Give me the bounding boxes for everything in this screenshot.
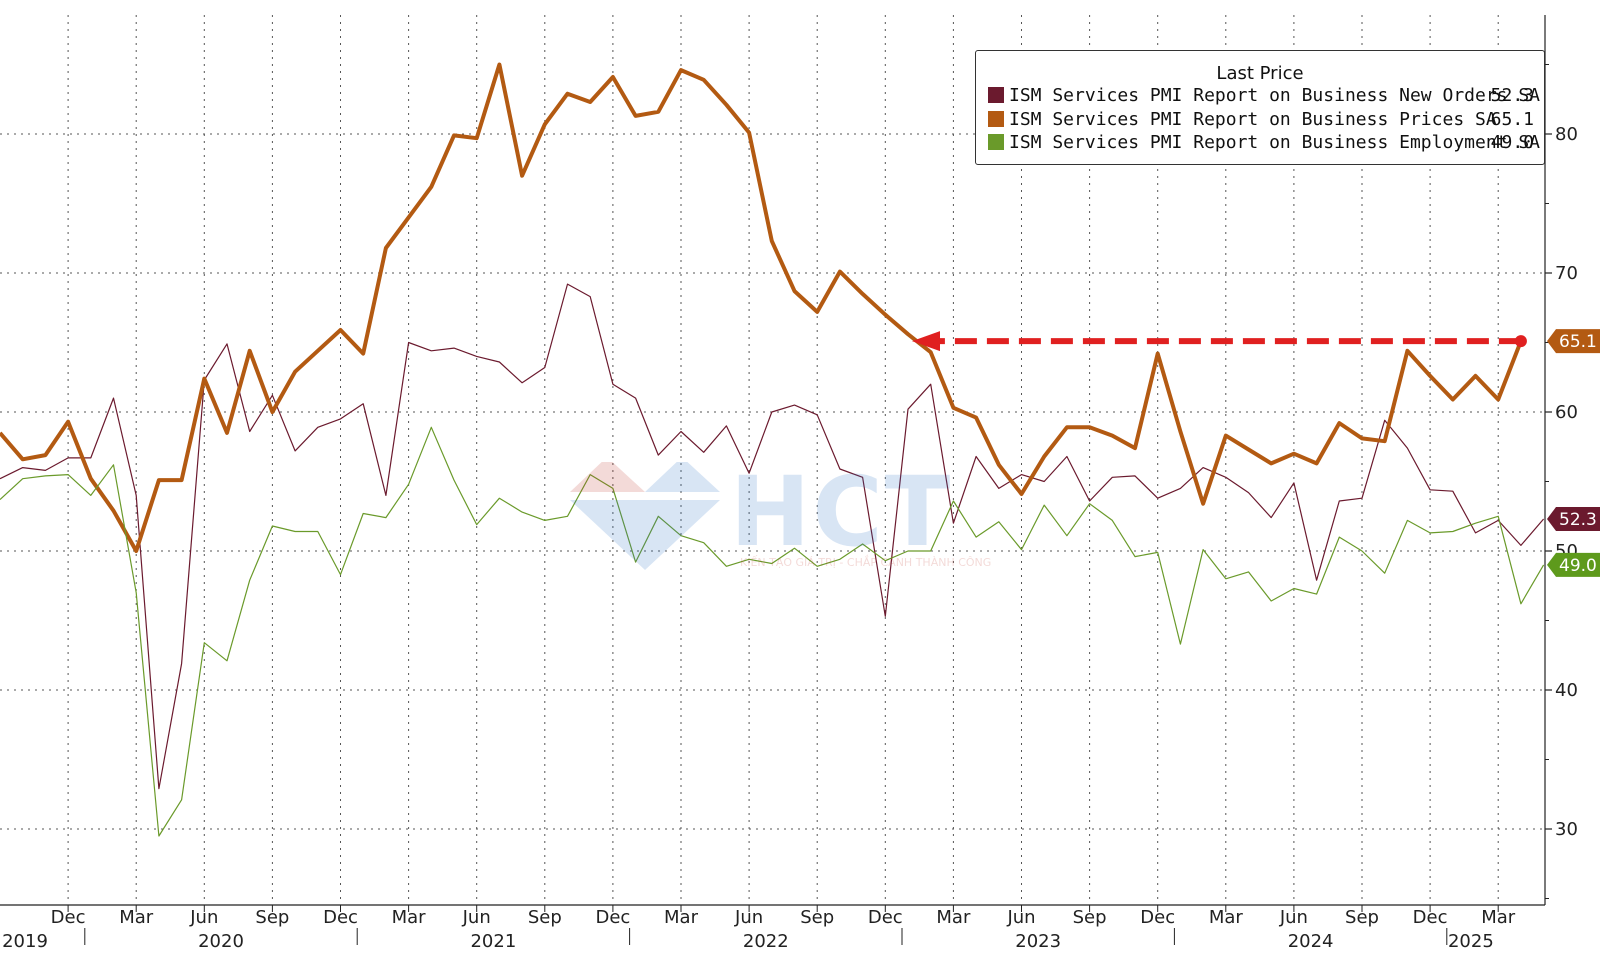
x-tick-label: Mar: [936, 907, 971, 928]
x-tick-label: Jun: [1006, 907, 1035, 928]
x-tick-label: Mar: [664, 907, 699, 928]
x-year-label: 2023: [1015, 931, 1061, 952]
x-year-label: 2025: [1448, 931, 1494, 952]
legend-swatch-new-orders: [988, 87, 1004, 103]
x-tick-label: Mar: [1481, 907, 1516, 928]
last-value-tag-label: 52.3: [1559, 510, 1597, 530]
last-value-tag: [1547, 329, 1600, 354]
x-tick-label: Dec: [595, 907, 630, 928]
x-tick-label: Dec: [868, 907, 903, 928]
x-tick-label: Jun: [189, 907, 218, 928]
legend-swatch-prices: [988, 110, 1004, 127]
x-tick-label: Dec: [1413, 907, 1448, 928]
x-year-label: 2019: [2, 931, 48, 952]
x-year-label: 2020: [198, 931, 244, 952]
y-tick-label: 30: [1555, 819, 1578, 840]
legend-entry-prices: ISM Services PMI Report on Business Pric…: [976, 108, 1544, 132]
legend-label-new-orders: ISM Services PMI Report on Business New …: [1009, 85, 1541, 106]
x-year-label: 2021: [470, 931, 516, 952]
x-tick-label: Jun: [1279, 907, 1308, 928]
legend: Last Price ISM Services PMI Report on Bu…: [975, 50, 1545, 165]
x-tick-label: Sep: [1345, 907, 1379, 928]
y-tick-label: 60: [1555, 402, 1578, 423]
x-tick-label: Dec: [51, 907, 86, 928]
legend-value-prices: 65.1: [1490, 108, 1534, 130]
x-year-label: 2024: [1288, 931, 1334, 952]
annotation-endpoint: [1514, 335, 1527, 348]
x-tick-label: Jun: [462, 907, 491, 928]
series-layer: [0, 62, 1545, 837]
series-line-new-orders: [0, 283, 1545, 790]
legend-entry-new-orders: ISM Services PMI Report on Business New …: [976, 84, 1544, 108]
series-line-employment: [0, 426, 1545, 837]
x-tick-label: Dec: [1140, 907, 1175, 928]
x-tick-label: Sep: [255, 907, 289, 928]
x-year-label: 2022: [743, 931, 789, 952]
y-tick-label: 40: [1555, 680, 1578, 701]
x-tick-label: Mar: [1209, 907, 1244, 928]
last-value-tag-label: 49.0: [1559, 556, 1597, 576]
legend-swatch-employment: [988, 134, 1004, 150]
annotation-arrowhead: [912, 331, 940, 352]
last-value-tag: [1547, 507, 1600, 532]
x-tick-label: Jun: [734, 907, 763, 928]
x-tick-label: Sep: [528, 907, 562, 928]
legend-title: Last Price: [1216, 63, 1304, 84]
y-tick-label: 70: [1555, 263, 1578, 284]
x-tick-label: Sep: [1073, 907, 1107, 928]
y-tick-label: 80: [1555, 124, 1578, 145]
legend-value-new-orders: 52.3: [1490, 85, 1534, 106]
legend-value-employment: 49.0: [1490, 132, 1534, 153]
x-tick-label: Sep: [800, 907, 834, 928]
last-value-tag: [1547, 552, 1600, 577]
x-tick-label: Mar: [392, 907, 427, 928]
x-tick-label: Dec: [323, 907, 358, 928]
legend-label-prices: ISM Services PMI Report on Business Pric…: [1009, 108, 1497, 130]
annotation-layer: [912, 331, 1527, 352]
legend-label-employment: ISM Services PMI Report on Business Empl…: [1009, 132, 1541, 153]
last-value-tag-label: 65.1: [1559, 332, 1597, 352]
x-tick-label: Mar: [119, 907, 154, 928]
legend-entry-employment: ISM Services PMI Report on Business Empl…: [976, 131, 1544, 155]
series-line-prices: [0, 62, 1523, 553]
